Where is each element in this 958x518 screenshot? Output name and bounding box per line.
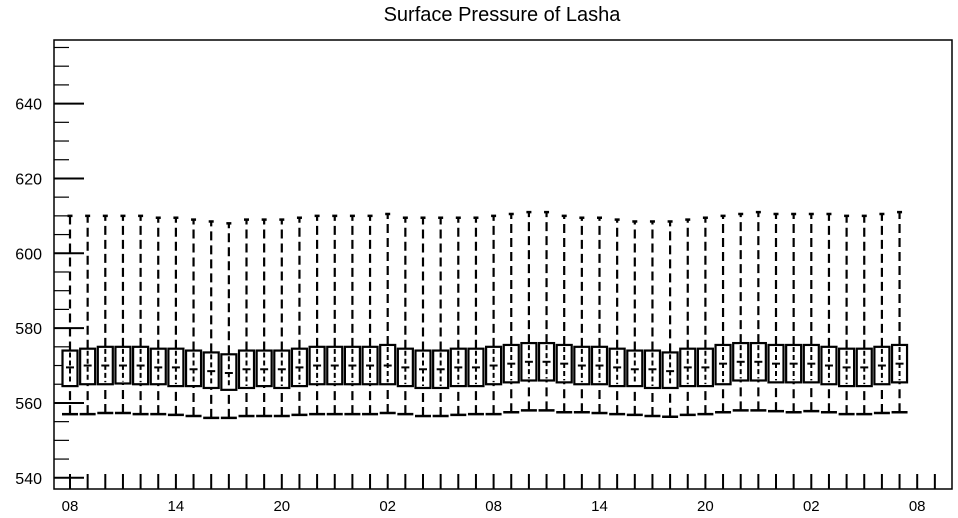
plot-frame [53, 39, 953, 490]
box-item [890, 210, 909, 414]
box-item [855, 214, 873, 416]
y-tick-label: 620 [15, 171, 42, 188]
box-item [802, 212, 820, 413]
box-item [237, 218, 256, 418]
box-item [820, 212, 838, 414]
y-tick-label: 640 [15, 97, 42, 114]
box-item [149, 216, 167, 416]
box-item [485, 214, 503, 416]
box-item [396, 216, 414, 416]
box-item [696, 216, 715, 416]
box-item [379, 212, 397, 415]
box-item [643, 220, 662, 418]
x-axis: 08 14 20 02 08 14 20 02 08 [62, 474, 936, 515]
box-item [520, 210, 538, 412]
box-series [61, 210, 909, 420]
y-tick-label: 540 [15, 471, 42, 488]
y-axis: 540 560 580 600 620 640 [15, 46, 84, 488]
box-item [467, 216, 485, 416]
box-item [114, 214, 132, 415]
x-tick-label: 08 [909, 498, 926, 515]
box-item [414, 216, 432, 418]
box-item [343, 214, 361, 416]
box-item [873, 212, 891, 415]
box-item [290, 216, 309, 417]
box-item [184, 218, 203, 418]
x-tick-label: 20 [273, 498, 290, 515]
box-item [432, 216, 450, 418]
box-item [749, 210, 767, 412]
box-item [220, 222, 238, 420]
box-item [679, 218, 697, 417]
box-item [555, 214, 573, 414]
box-item [537, 210, 556, 412]
box-item [573, 216, 591, 414]
box-item [502, 212, 520, 414]
x-tick-label: 08 [485, 498, 502, 515]
box-item [167, 216, 185, 417]
box-item [449, 216, 467, 417]
box-item [308, 214, 326, 416]
box-item [326, 214, 344, 416]
x-tick-label: 20 [697, 498, 714, 515]
box-item [732, 212, 750, 412]
box-item [608, 218, 626, 416]
box-item [202, 220, 220, 420]
chart-title: Surface Pressure of Lasha [383, 4, 621, 26]
x-tick-label: 02 [803, 498, 820, 515]
y-tick-label: 600 [15, 246, 42, 263]
box-item [626, 220, 644, 417]
box-item [767, 212, 785, 413]
box-item [79, 214, 97, 416]
box-item [361, 214, 379, 416]
box-item [96, 214, 114, 415]
y-tick-label: 580 [15, 321, 42, 338]
box-item [61, 214, 79, 416]
x-tick-label: 14 [168, 498, 185, 515]
box-item [273, 218, 291, 418]
box-item [785, 212, 803, 414]
box-item [132, 214, 150, 416]
x-tick-label: 08 [62, 498, 79, 515]
box-item [255, 218, 273, 418]
box-item [590, 216, 609, 415]
box-item [661, 220, 679, 419]
x-tick-label: 02 [379, 498, 396, 515]
box-item [714, 214, 732, 414]
x-tick-label: 14 [591, 498, 608, 515]
y-tick-label: 560 [15, 396, 42, 413]
box-item [837, 214, 856, 416]
